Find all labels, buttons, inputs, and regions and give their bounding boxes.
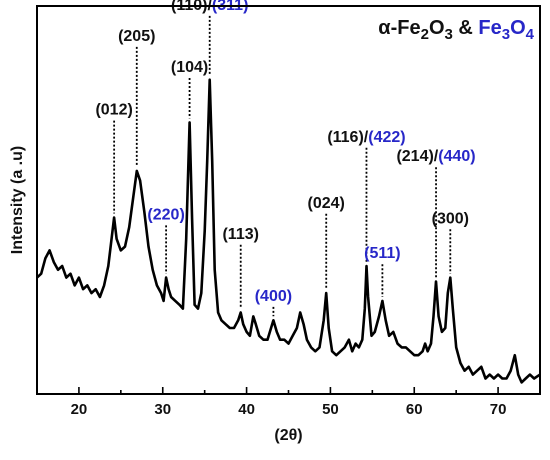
peak-label: (511): [364, 245, 400, 262]
x-tick-label: 20: [71, 401, 88, 418]
x-tick-label: 60: [406, 401, 423, 418]
plot-frame: [36, 5, 541, 395]
x-axis-title: (2θ): [274, 427, 302, 444]
peak-label: (205): [118, 28, 155, 45]
peak-label: (220): [147, 206, 184, 223]
peak-label: (012): [95, 102, 132, 119]
x-axis: 20 30 40 50 60 70: [36, 387, 541, 418]
peak-label: (300): [432, 210, 469, 227]
peak-label: (116)/(422): [327, 129, 405, 146]
legend-title: α-Fe2O3 & Fe3O4: [378, 17, 534, 43]
peak-label: (400): [255, 288, 292, 305]
peak-label: (104): [171, 59, 208, 76]
x-tick-label: 30: [154, 401, 171, 418]
peak-label: (214)/(440): [396, 148, 475, 165]
x-tick-label: 40: [238, 401, 255, 418]
xrd-pattern-line: [36, 78, 541, 384]
x-tick-label: 70: [490, 401, 507, 418]
y-axis-title: Intensity (a .u): [9, 146, 26, 254]
peak-label: (113): [222, 226, 258, 243]
peak-label: (024): [308, 195, 345, 212]
x-tick-label: 50: [322, 401, 339, 418]
